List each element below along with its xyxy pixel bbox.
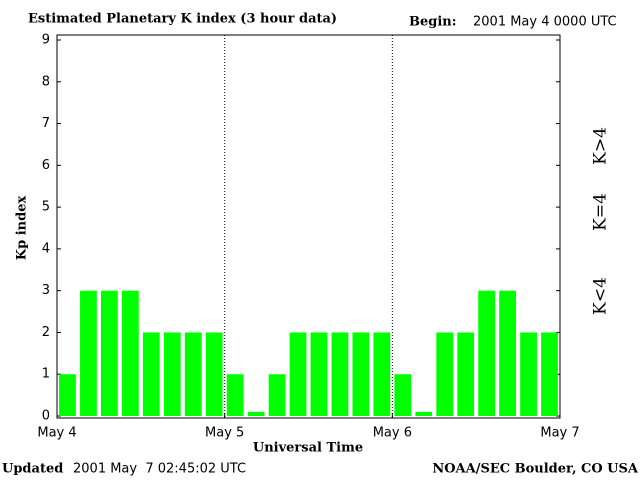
bar bbox=[163, 332, 181, 416]
bar bbox=[520, 332, 537, 416]
bar bbox=[121, 290, 139, 416]
y-tick-label: 3 bbox=[42, 283, 50, 298]
bar bbox=[478, 290, 496, 416]
bar bbox=[499, 290, 516, 416]
plot-frame bbox=[56, 34, 561, 419]
y-tick-label: 8 bbox=[42, 74, 50, 89]
x-tick-label: May 4 bbox=[37, 426, 76, 441]
bar bbox=[247, 411, 265, 416]
bar bbox=[352, 332, 370, 416]
bar bbox=[101, 290, 118, 416]
bar bbox=[226, 374, 244, 416]
x-axis-label: Universal Time bbox=[253, 441, 363, 456]
bar bbox=[541, 332, 558, 416]
bar bbox=[59, 374, 76, 416]
x-tick-label: May 7 bbox=[540, 426, 579, 441]
y-tick-label: 2 bbox=[42, 325, 50, 340]
y-tick-label: 7 bbox=[42, 116, 50, 131]
begin-label: Begin: bbox=[409, 15, 457, 30]
bar bbox=[184, 332, 202, 416]
bar bbox=[80, 290, 97, 416]
bar bbox=[394, 374, 412, 416]
bar bbox=[331, 332, 349, 416]
bar bbox=[373, 332, 391, 416]
bar bbox=[457, 332, 475, 416]
updated-time: 2001 May 7 02:45:02 UTC bbox=[73, 462, 246, 477]
chart-title: Estimated Planetary K index (3 hour data… bbox=[28, 12, 337, 27]
bar bbox=[268, 374, 286, 416]
bar bbox=[205, 332, 223, 416]
y-tick-label: 6 bbox=[42, 158, 50, 173]
source: NOAA/SEC Boulder, CO USA bbox=[432, 462, 639, 477]
bar bbox=[310, 332, 328, 416]
bar bbox=[289, 332, 307, 416]
y-tick-label: 4 bbox=[42, 241, 50, 256]
bar bbox=[436, 332, 454, 416]
bar bbox=[415, 411, 433, 416]
y-tick-label: 0 bbox=[42, 409, 50, 424]
x-tick-label: May 5 bbox=[205, 426, 244, 441]
updated-label: Updated bbox=[2, 462, 63, 477]
bar bbox=[142, 332, 160, 416]
legend-entry: K>4 bbox=[591, 127, 611, 165]
y-axis-label: Kp index bbox=[15, 196, 30, 261]
legend-entry: K=4 bbox=[591, 193, 611, 231]
x-tick-label: May 6 bbox=[373, 426, 412, 441]
y-tick-label: 9 bbox=[42, 33, 50, 48]
begin-date: 2001 May 4 0000 UTC bbox=[473, 15, 617, 30]
y-tick-label: 5 bbox=[42, 200, 50, 215]
legend-entry: K<4 bbox=[591, 277, 611, 315]
y-tick-label: 1 bbox=[42, 367, 50, 382]
